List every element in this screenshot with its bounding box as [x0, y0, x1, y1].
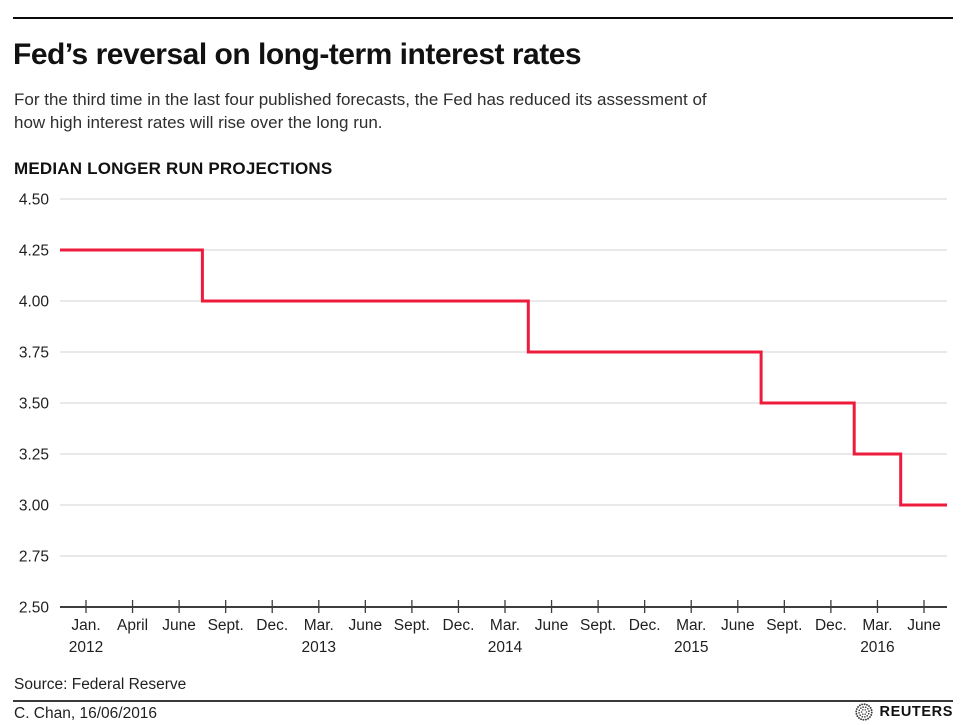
svg-text:Jan.: Jan.	[71, 617, 100, 634]
svg-text:June: June	[162, 617, 196, 634]
svg-text:2016: 2016	[860, 639, 894, 656]
svg-text:4.00: 4.00	[19, 294, 50, 311]
svg-text:2014: 2014	[488, 639, 523, 656]
svg-text:Mar.: Mar.	[304, 617, 334, 634]
svg-text:2015: 2015	[674, 639, 708, 656]
svg-text:Dec.: Dec.	[443, 617, 475, 634]
credit-byline: C. Chan, 16/06/2016	[14, 705, 158, 722]
chart-title: MEDIAN LONGER RUN PROJECTIONS	[14, 159, 333, 178]
svg-text:3.25: 3.25	[19, 447, 49, 464]
footer-divider	[13, 700, 953, 702]
reuters-wordmark: REUTERS	[879, 704, 953, 720]
svg-text:Mar.: Mar.	[490, 617, 520, 634]
reuters-logo: REUTERS	[854, 702, 954, 722]
svg-text:April: April	[117, 617, 148, 634]
svg-text:Dec.: Dec.	[256, 617, 288, 634]
svg-text:Dec.: Dec.	[629, 617, 661, 634]
svg-text:2.75: 2.75	[19, 549, 49, 566]
svg-text:2.50: 2.50	[19, 600, 50, 617]
svg-text:4.25: 4.25	[19, 243, 49, 260]
svg-text:June: June	[907, 617, 941, 634]
svg-text:Sept.: Sept.	[766, 617, 802, 634]
top-rule	[13, 17, 953, 19]
svg-text:June: June	[721, 617, 755, 634]
svg-text:2013: 2013	[302, 639, 336, 656]
svg-text:Sept.: Sept.	[208, 617, 244, 634]
svg-text:Mar.: Mar.	[862, 617, 892, 634]
svg-text:3.50: 3.50	[19, 396, 50, 413]
svg-text:June: June	[535, 617, 569, 634]
svg-text:Sept.: Sept.	[394, 617, 430, 634]
svg-text:3.75: 3.75	[19, 345, 49, 362]
subtitle-line-1: For the third time in the last four publ…	[14, 90, 707, 109]
svg-text:June: June	[349, 617, 383, 634]
svg-text:4.50: 4.50	[19, 192, 50, 209]
svg-text:Sept.: Sept.	[580, 617, 616, 634]
page-title: Fed’s reversal on long-term interest rat…	[13, 38, 582, 71]
subtitle-line-2: how high interest rates will rise over t…	[14, 113, 383, 132]
svg-text:Dec.: Dec.	[815, 617, 847, 634]
svg-text:3.00: 3.00	[19, 498, 50, 515]
svg-text:Mar.: Mar.	[676, 617, 706, 634]
reuters-orb-icon	[854, 703, 873, 721]
svg-text:2012: 2012	[69, 639, 103, 656]
source-note: Source: Federal Reserve	[14, 676, 187, 693]
